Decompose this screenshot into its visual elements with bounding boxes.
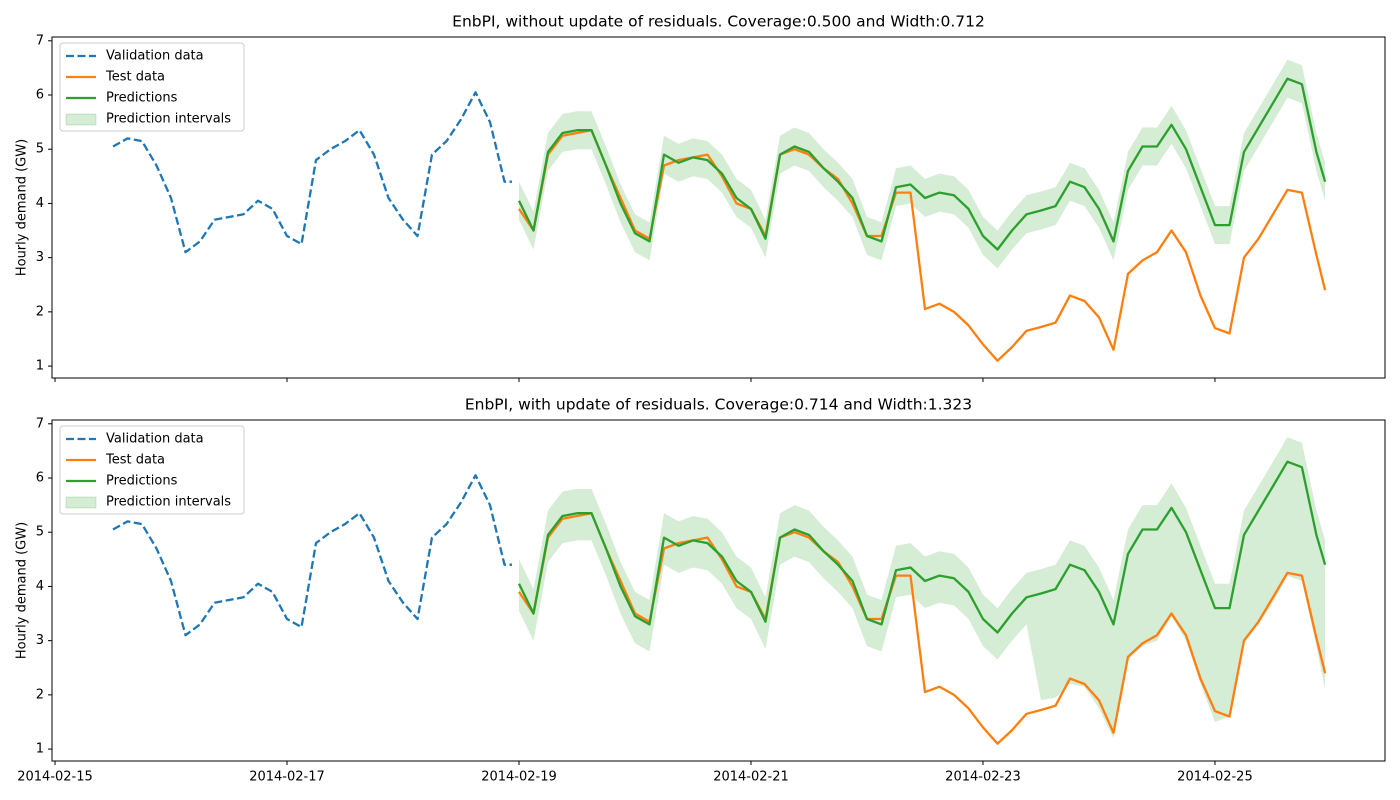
legend-label: Test data <box>105 453 165 468</box>
chart-title: EnbPI, with update of residuals. Coverag… <box>465 396 972 414</box>
legend-box <box>59 42 245 132</box>
interval-band <box>519 437 1326 739</box>
legend-label: Validation data <box>106 49 204 64</box>
y-axis-label: Hourly demand (GW) <box>15 139 30 276</box>
legend-label: Predictions <box>106 474 178 489</box>
y-tick-label: 5 <box>36 525 44 540</box>
legend-label: Validation data <box>106 432 204 447</box>
x-tick-label: 2014-02-19 <box>481 770 557 785</box>
y-tick-label: 1 <box>36 742 44 757</box>
x-tick-label: 2014-02-21 <box>713 770 789 785</box>
chart-title: EnbPI, without update of residuals. Cove… <box>452 13 985 31</box>
y-tick-label: 3 <box>36 633 44 648</box>
y-tick-label: 4 <box>36 579 44 594</box>
x-tick-label: 2014-02-23 <box>945 770 1021 785</box>
y-tick-label: 6 <box>36 88 44 103</box>
y-tick-label: 7 <box>36 416 44 431</box>
x-tick-label: 2014-02-25 <box>1177 770 1253 785</box>
y-tick-label: 1 <box>36 359 44 374</box>
y-axis-label: Hourly demand (GW) <box>15 522 30 659</box>
line-series <box>517 460 1327 634</box>
y-tick-label: 3 <box>36 250 44 265</box>
legend-label: Predictions <box>106 91 178 106</box>
legend-swatch <box>65 113 97 126</box>
axes-frame <box>51 419 1386 762</box>
line-series <box>517 77 1327 251</box>
y-tick-label: 2 <box>36 304 44 319</box>
y-tick-label: 2 <box>36 687 44 702</box>
y-tick-label: 4 <box>36 196 44 211</box>
legend-swatch <box>65 496 97 509</box>
legend-label: Test data <box>105 70 165 85</box>
line-series <box>112 91 512 254</box>
legend-label: Prediction intervals <box>106 112 231 127</box>
x-tick-label: 2014-02-15 <box>17 770 93 785</box>
plot-area <box>112 59 1327 362</box>
plot-area <box>112 437 1327 745</box>
legend-label: Prediction intervals <box>106 495 231 510</box>
legend-box <box>59 425 245 515</box>
axes-frame <box>51 36 1386 379</box>
y-tick-label: 5 <box>36 142 44 157</box>
x-tick-label: 2014-02-17 <box>249 770 325 785</box>
interval-band <box>519 59 1326 269</box>
y-tick-label: 7 <box>36 33 44 48</box>
y-tick-label: 6 <box>36 471 44 486</box>
line-series <box>112 474 512 637</box>
